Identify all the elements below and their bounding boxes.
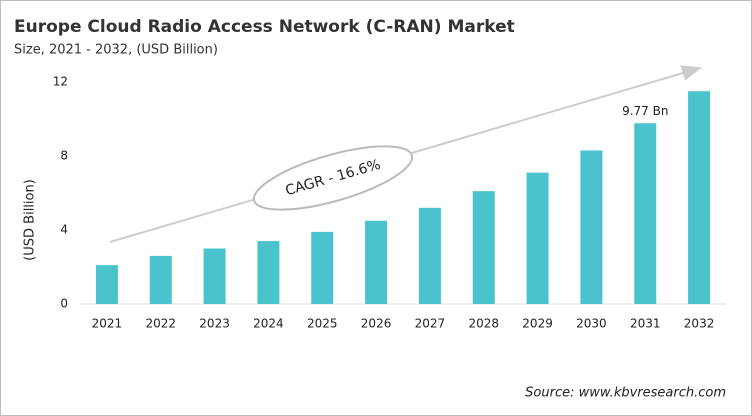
y-axis-label: (USD Billion) <box>23 179 38 261</box>
bar <box>472 191 495 304</box>
x-tick-label: 2021 <box>92 317 123 331</box>
bar <box>311 231 334 304</box>
x-tick-label: 2026 <box>361 317 392 331</box>
chart-title: Europe Cloud Radio Access Network (C-RAN… <box>14 17 515 37</box>
bar <box>149 255 172 304</box>
chart-subtitle: Size, 2021 - 2032, (USD Billion) <box>14 43 218 58</box>
x-tick-label: 2024 <box>253 317 284 331</box>
y-tick-label: 8 <box>60 149 68 163</box>
bar <box>688 91 711 304</box>
source: Source: www.kbvresearch.com <box>525 386 726 401</box>
bar <box>526 172 549 304</box>
cagr-ellipse <box>252 145 414 211</box>
x-tick-label: 2028 <box>468 317 499 331</box>
x-tick-label: 2025 <box>307 317 338 331</box>
bar <box>580 150 603 304</box>
y-tick-label: 0 <box>60 297 68 311</box>
x-tick-label: 2031 <box>630 317 661 331</box>
x-tick-label: 2029 <box>522 317 553 331</box>
data-label: 9.77 Bn <box>622 104 668 118</box>
x-tick-label: 2027 <box>415 317 446 331</box>
y-tick-label: 12 <box>53 75 68 89</box>
bar <box>95 265 118 304</box>
bar <box>634 123 657 304</box>
y-tick-label: 4 <box>60 223 68 237</box>
x-tick-label: 2022 <box>145 317 176 331</box>
x-tick-label: 2032 <box>684 317 715 331</box>
bar <box>418 207 441 304</box>
bar <box>203 248 226 304</box>
bar <box>257 241 280 304</box>
bar <box>365 220 388 304</box>
x-tick-label: 2023 <box>199 317 230 331</box>
x-tick-label: 2030 <box>576 317 607 331</box>
